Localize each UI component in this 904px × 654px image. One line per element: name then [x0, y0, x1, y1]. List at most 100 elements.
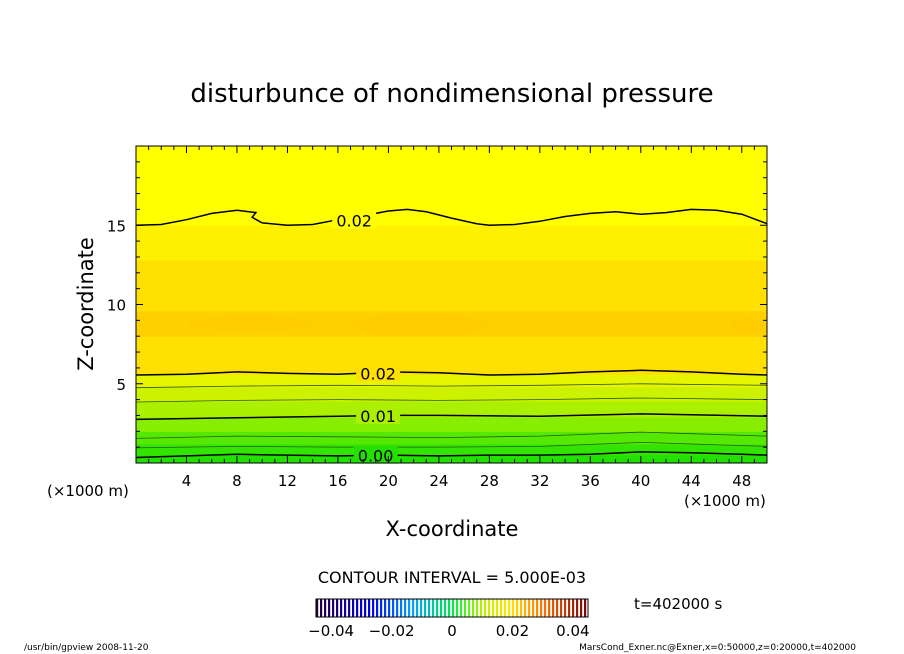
colorbar-segment [360, 599, 363, 617]
colorbar-segment [556, 599, 559, 617]
colorbar-segment [432, 599, 435, 617]
contour-label: 0.00 [358, 447, 394, 466]
colorbar-segment [492, 599, 495, 617]
colorbar-segment [568, 599, 571, 617]
colorbar-segment [488, 599, 491, 617]
y-axis-label: Z-coordinate [74, 237, 98, 371]
colorbar-segment [536, 599, 539, 617]
colorbar-segment [316, 599, 319, 617]
colorbar-segment [340, 599, 343, 617]
contour-line [136, 413, 767, 421]
colorbar-segment [408, 599, 411, 617]
colorbar-segment [448, 599, 451, 617]
colorbar-segment [336, 599, 339, 617]
colorbar-segment [548, 599, 551, 617]
x-tick-label: 20 [379, 472, 398, 490]
color-band [136, 146, 767, 226]
colorbar-segment [560, 599, 563, 617]
x-tick-label: 8 [232, 472, 242, 490]
x-tick-label: 24 [429, 472, 448, 490]
x-tick-label: 4 [182, 472, 192, 490]
contour-line [136, 451, 767, 459]
contour-label: 0.02 [336, 211, 372, 230]
colorbar-segment [544, 599, 547, 617]
colorbar-segment [576, 599, 579, 617]
colorbar-segment [400, 599, 403, 617]
colorbar-segment [552, 599, 555, 617]
colorbar-segment [468, 599, 471, 617]
colorbar-ticks: −0.04 −0.02 0 0.02 0.04 [308, 622, 589, 640]
color-band [136, 225, 767, 261]
colorbar-segment [348, 599, 351, 617]
colorbar-segment [564, 599, 567, 617]
colorbar-segment [500, 599, 503, 617]
colorbar-segment [376, 599, 379, 617]
colorbar-segment [332, 599, 335, 617]
chart-title: disturbunce of nondimensional pressure [190, 79, 713, 109]
colorbar-tick-label: −0.02 [369, 622, 415, 640]
color-band [136, 431, 767, 445]
colorbar-segment [436, 599, 439, 617]
contour-line [136, 369, 767, 376]
color-band [136, 374, 767, 388]
pressure-pocket [729, 317, 767, 334]
colorbar-segment [384, 599, 387, 617]
colorbar-segment [364, 599, 367, 617]
contour-line [136, 397, 767, 403]
colorbar-segment [412, 599, 415, 617]
colorbar-segment [464, 599, 467, 617]
footer-right: MarsCond_Exner.nc@Exner,x=0:50000,z=0:20… [579, 643, 856, 653]
x-tick-label: 32 [530, 472, 549, 490]
color-bands [136, 146, 767, 463]
contour-labels: 0.00 0.01 0.02 0.02 [332, 211, 401, 466]
y-tick-label: 5 [116, 376, 126, 394]
colorbar-segment [512, 599, 515, 617]
colorbar-segment [540, 599, 543, 617]
colorbar-segment [580, 599, 583, 617]
colorbar-tick-label: 0.02 [496, 622, 529, 640]
colorbar-segment [476, 599, 479, 617]
y-tick-label: 10 [107, 297, 126, 315]
footer-left: /usr/bin/gpview 2008-11-20 [24, 643, 149, 653]
contour-line [136, 441, 767, 449]
colorbar-segment [420, 599, 423, 617]
contour-line [136, 383, 767, 389]
contour-label: 0.02 [360, 364, 396, 383]
colorbar [316, 599, 587, 617]
color-band [136, 417, 767, 432]
colorbar-segment [380, 599, 383, 617]
color-band [136, 386, 767, 402]
x-unit-right: (×1000 m) [684, 492, 766, 510]
colorbar-segment [460, 599, 463, 617]
colorbar-segment [368, 599, 371, 617]
colorbar-segment [532, 599, 535, 617]
colorbar-segment [484, 599, 487, 617]
contour-line [136, 431, 767, 439]
x-axis-label: X-coordinate [386, 517, 519, 541]
colorbar-tick-label: −0.04 [308, 622, 354, 640]
colorbar-segment [584, 599, 587, 617]
colorbar-segment [520, 599, 523, 617]
color-band [136, 336, 767, 375]
colorbar-segment [328, 599, 331, 617]
colorbar-frame [315, 598, 589, 618]
colorbar-segment [356, 599, 359, 617]
colorbar-segment [480, 599, 483, 617]
x-tick-label: 28 [480, 472, 499, 490]
colorbar-segment [456, 599, 459, 617]
colorbar-segment [528, 599, 531, 617]
x-tick-label: 16 [328, 472, 347, 490]
colorbar-segment [572, 599, 575, 617]
colorbar-segment [452, 599, 455, 617]
colorbar-segment [388, 599, 391, 617]
colorbar-segment [396, 599, 399, 617]
contour-label: 0.01 [360, 407, 396, 426]
pressure-pocket [350, 314, 490, 337]
colorbar-segment [444, 599, 447, 617]
colorbar-tick-label: 0 [447, 622, 457, 640]
x-tick-label: 36 [581, 472, 600, 490]
x-tick-label: 44 [682, 472, 701, 490]
colorbar-segment [392, 599, 395, 617]
contour-label-bg [353, 446, 398, 464]
